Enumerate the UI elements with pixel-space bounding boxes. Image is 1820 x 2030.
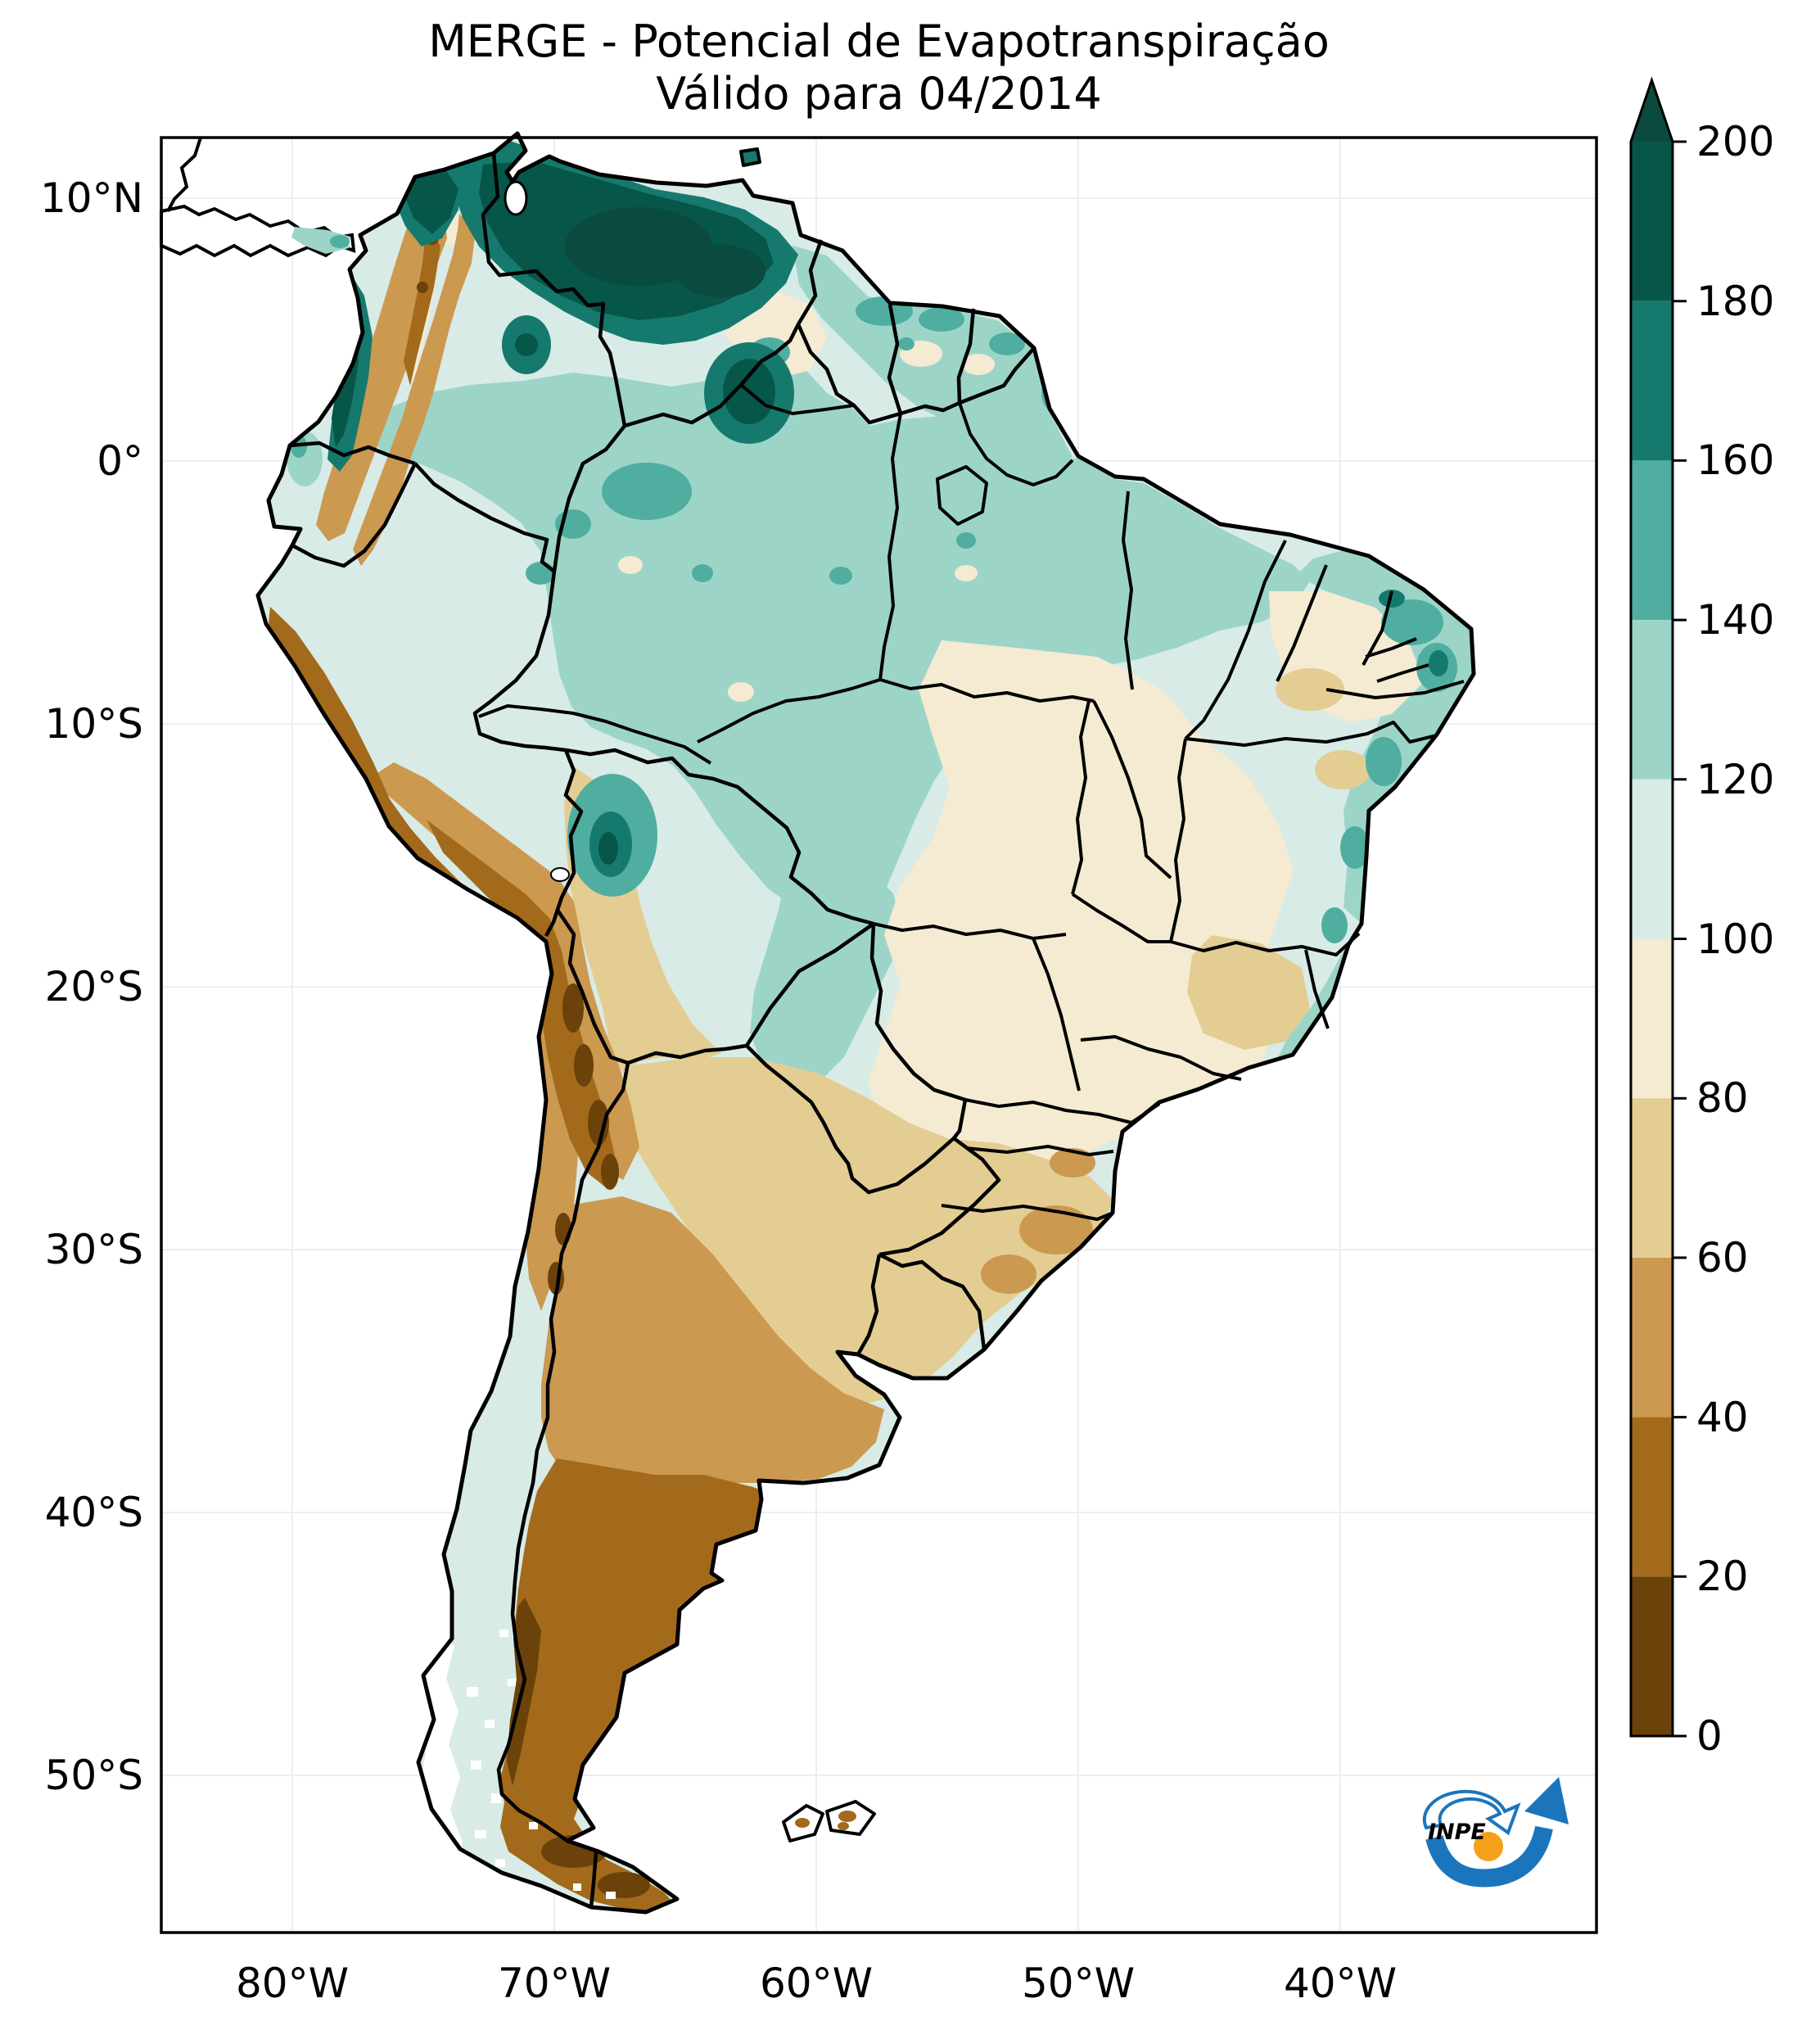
xtick-70W: 70°W (497, 1960, 612, 2007)
cbtick-120: 120 (1696, 756, 1775, 803)
cbtick-100: 100 (1696, 916, 1775, 963)
central-america-border (166, 137, 202, 212)
inpe-wave-arrow-icon (1422, 1789, 1521, 1836)
cbtick-140: 140 (1696, 596, 1775, 644)
lake-maracaibo (504, 180, 528, 216)
cbtick-160: 160 (1696, 436, 1775, 484)
colorbar-ticks (1673, 140, 1687, 1738)
islands (739, 147, 988, 1842)
cbtick-180: 180 (1696, 278, 1775, 325)
cbtick-200: 200 (1696, 118, 1775, 165)
colorbar-outline (1629, 76, 1674, 1738)
cbtick-80: 80 (1696, 1074, 1749, 1122)
etp-0-20-regions (417, 232, 650, 1898)
cbtick-0: 0 (1696, 1712, 1723, 1760)
cbtick-40: 40 (1696, 1394, 1749, 1441)
etp-over-200-cores (565, 207, 765, 297)
falkland-islands (782, 1800, 876, 1842)
map-title-line2: Válido para 04/2014 (656, 68, 1102, 120)
ytick-0: 0° (97, 437, 143, 485)
inpe-swoosh-arrowhead-icon (1524, 1777, 1569, 1824)
trinidad-island (739, 147, 761, 167)
ytick-10N: 10°N (39, 174, 143, 222)
colorbar (1629, 76, 1687, 1738)
ytick-40S: 40°S (44, 1489, 143, 1536)
ytick-30S: 30°S (44, 1226, 143, 1273)
coastline (255, 131, 1476, 1915)
inpe-orange-dot-icon (1474, 1832, 1503, 1861)
ytick-20S: 20°S (44, 963, 143, 1010)
map-frame (160, 136, 1598, 1934)
central-america (160, 137, 356, 258)
xtick-80W: 80°W (235, 1960, 350, 2007)
xtick-40W: 40°W (1283, 1960, 1398, 2007)
inpe-logo: INPE (1422, 1777, 1569, 1888)
inpe-logo-text: INPE (1428, 1820, 1486, 1845)
cbtick-60: 60 (1696, 1234, 1749, 1282)
ytick-10S: 10°S (44, 700, 143, 748)
ytick-50S: 50°S (44, 1752, 143, 1799)
state-borders (478, 383, 1465, 1221)
map-title-line1: MERGE - Potencial de Evapotranspiração (428, 16, 1330, 67)
marajo-island (936, 465, 988, 526)
cbtick-20: 20 (1696, 1553, 1749, 1600)
colorbar-extend-arrow (1631, 80, 1673, 142)
country-borders (289, 152, 1036, 1908)
lake-titicaca (550, 867, 570, 882)
inpe-swoosh-icon (1425, 1825, 1553, 1888)
xtick-60W: 60°W (759, 1960, 874, 2007)
xtick-50W: 50°W (1021, 1960, 1136, 2007)
